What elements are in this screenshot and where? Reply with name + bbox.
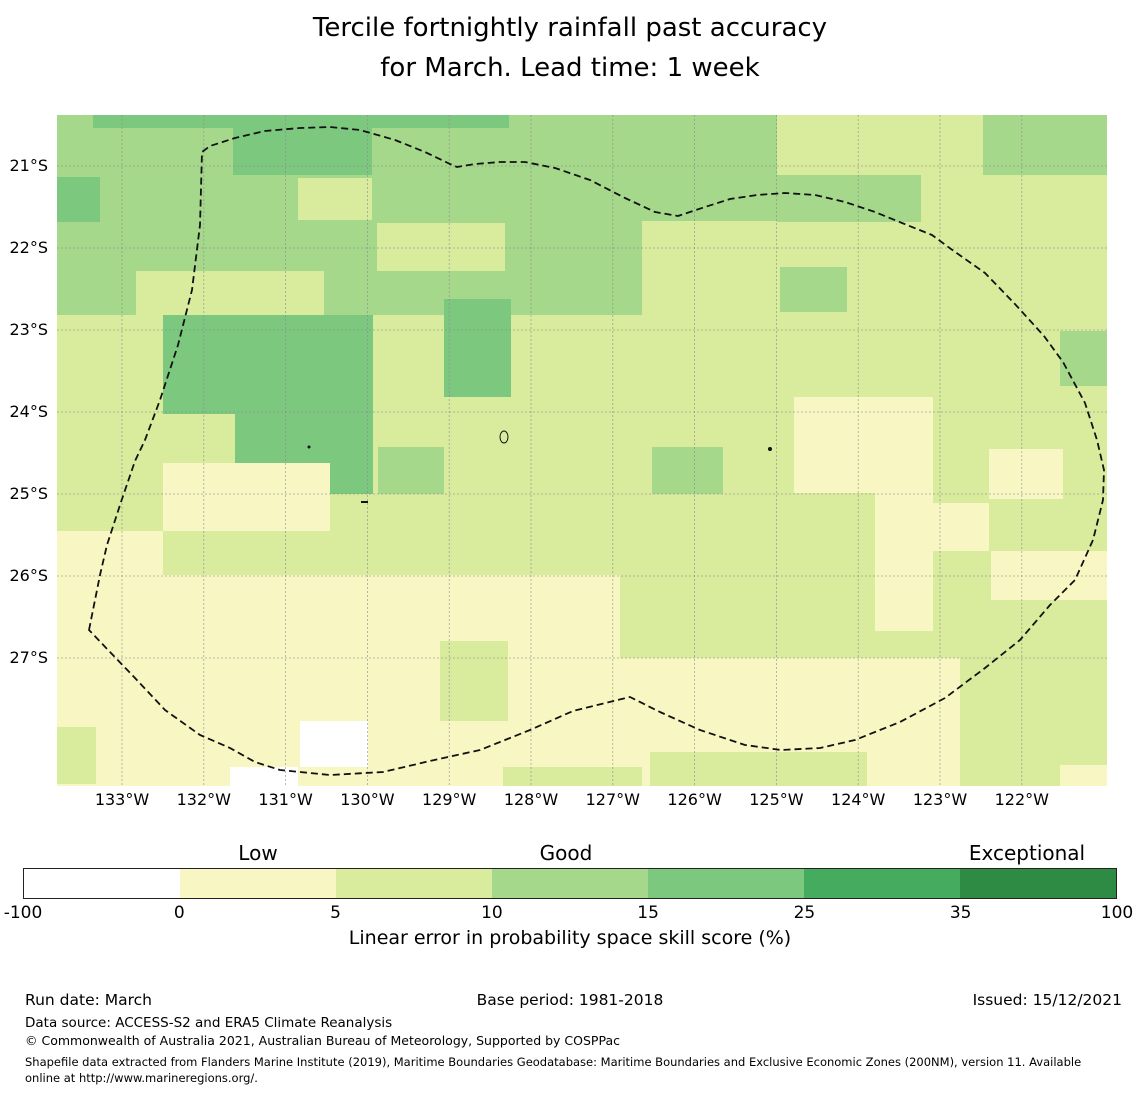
- map-cell: [922, 503, 989, 551]
- eez-boundary-outline: [88, 126, 1105, 776]
- map-cell: [875, 575, 933, 631]
- map-cell: [378, 447, 444, 494]
- island-outline: [499, 430, 509, 444]
- map-cell: [989, 449, 1063, 499]
- y-axis-label: 24°S: [9, 402, 48, 421]
- colorbar-category-label: Good: [539, 841, 593, 865]
- x-axis-label: 127°W: [585, 790, 640, 809]
- colorbar-tick-label: 10: [481, 903, 503, 923]
- map-cell: [93, 115, 509, 128]
- map-cell: [233, 128, 372, 175]
- map-cell: [298, 178, 372, 220]
- island-dash: [361, 501, 368, 503]
- issued-date-text: Issued: 15/12/2021: [972, 991, 1122, 1009]
- colorbar-segment: [804, 869, 960, 898]
- copyright-text: © Commonwealth of Australia 2021, Austra…: [25, 1033, 620, 1048]
- colorbar-tick-label: 100: [1100, 903, 1134, 923]
- base-period-text: Base period: 1981-2018: [476, 991, 664, 1009]
- data-source-text: Data source: ACCESS-S2 and ERA5 Climate …: [25, 1015, 393, 1031]
- colorbar-tick-label: 25: [793, 903, 816, 923]
- x-axis-label: 129°W: [422, 790, 477, 809]
- colorbar-tick-label: 15: [637, 903, 659, 923]
- chart-title: Tercile fortnightly rainfall past accura…: [0, 8, 1140, 88]
- x-axis-label: 128°W: [503, 790, 559, 809]
- map-cell: [230, 767, 298, 786]
- map-cell: [780, 267, 847, 312]
- map-cell: [377, 223, 505, 271]
- map-cell: [991, 551, 1107, 600]
- y-axis-label: 23°S: [9, 320, 48, 339]
- x-axis-label: 124°W: [831, 790, 886, 809]
- map-cell: [444, 299, 511, 397]
- colorbar-tick-label: 0: [173, 903, 185, 923]
- map-cell: [440, 641, 508, 721]
- colorbar-segment: [336, 869, 492, 898]
- colorbar-tick-label: -100: [3, 903, 43, 923]
- y-axis-label: 27°S: [9, 648, 48, 667]
- colorbar-segment: [960, 869, 1116, 898]
- map-cell: [642, 115, 777, 221]
- map-cell: [57, 460, 163, 531]
- island-dot: [768, 447, 772, 451]
- colorbar-segment: [24, 869, 180, 898]
- colorbar-segment: [648, 869, 804, 898]
- y-axis-label: 21°S: [9, 156, 48, 175]
- map-cell: [163, 315, 373, 414]
- y-axis-label: 26°S: [9, 566, 48, 585]
- map-cell: [650, 752, 867, 786]
- map-cell: [652, 447, 723, 494]
- map-cell: [794, 397, 933, 493]
- colorbar-title: Linear error in probability space skill …: [348, 927, 792, 949]
- island-dot: [307, 445, 311, 449]
- map-cell: [960, 633, 1060, 786]
- chart-title-line1: Tercile fortnightly rainfall past accura…: [312, 13, 828, 43]
- colorbar-segment: [180, 869, 336, 898]
- run-date-text: Run date: March: [25, 991, 152, 1009]
- x-axis-label: 132°W: [176, 790, 231, 809]
- x-axis-label: 122°W: [994, 790, 1049, 809]
- x-axis-label: 133°W: [94, 790, 150, 809]
- map-cell: [503, 767, 642, 786]
- chart-title-line2: for March. Lead time: 1 week: [380, 53, 760, 83]
- x-axis-label: 123°W: [912, 790, 968, 809]
- colorbar: [23, 868, 1117, 899]
- rainfall-skill-map: [57, 115, 1107, 786]
- map-cell: [163, 463, 330, 531]
- x-axis-label: 130°W: [340, 790, 395, 809]
- map-cell: [57, 727, 96, 784]
- colorbar-category-label: Exceptional: [968, 841, 1086, 865]
- shapefile-attribution-text: Shapefile data extracted from Flanders M…: [25, 1055, 1082, 1085]
- map-cell: [1060, 600, 1107, 765]
- map-cell: [1060, 331, 1107, 386]
- map-cell: [136, 271, 324, 315]
- map-cell: [57, 177, 100, 222]
- colorbar-category-label: Low: [238, 841, 278, 865]
- map-cell: [983, 115, 1107, 175]
- x-axis-label: 131°W: [258, 790, 313, 809]
- colorbar-segment: [492, 869, 648, 898]
- map-cell: [300, 721, 368, 767]
- colorbar-tick-label: 35: [949, 903, 972, 923]
- colorbar-tick-label: 5: [330, 903, 342, 923]
- y-axis-label: 25°S: [9, 484, 48, 503]
- map-cell: [777, 175, 921, 222]
- x-axis-label: 126°W: [667, 790, 722, 809]
- x-axis-label: 125°W: [749, 790, 804, 809]
- y-axis-label: 22°S: [9, 238, 48, 257]
